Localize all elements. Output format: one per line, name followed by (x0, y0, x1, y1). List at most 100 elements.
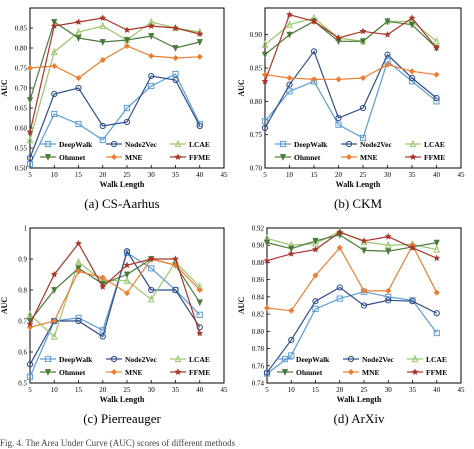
legend-label: MNE (125, 153, 143, 162)
x-axis-title: Walk Length (100, 180, 145, 189)
x-tick-label: 20 (335, 171, 343, 179)
legend-item-mne: MNE (106, 153, 143, 162)
legend-marker-node2vec (110, 355, 118, 363)
chart-panel-arxiv: 5 10 15 20 25 30 35 40 45 0.74 0.76 0.78 0.80 0.82 0.8… (237, 225, 465, 427)
legend-label: Node2Vec (125, 355, 157, 364)
legend-label: FFME (189, 368, 210, 377)
data-point-mne (335, 76, 342, 83)
x-tick-label: 25 (360, 171, 368, 179)
legend: DeepWalk Node2Vec LCAE Ohmnet MNE FFME (275, 139, 445, 162)
data-point-ohmnet (263, 239, 271, 247)
data-point-ohmnet (385, 248, 392, 256)
legend-marker-mne (110, 368, 118, 376)
data-point-lcae (433, 37, 440, 45)
data-point-lcae (99, 21, 107, 30)
data-point-ohmnet (384, 18, 391, 26)
data-point-deepwalk (99, 327, 106, 334)
legend: DeepWalk Node2Vec LCAE Ohmnet MNE FFME (277, 354, 447, 377)
data-point-node2vec (99, 122, 106, 130)
data-point-node2vec (288, 336, 295, 344)
y-tick-label: 0.85 (15, 25, 28, 33)
series-mne (261, 61, 440, 83)
data-point-mne (384, 61, 391, 68)
legend-marker-deepwalk (44, 355, 52, 363)
data-point-node2vec (286, 81, 293, 88)
data-point-ffme (311, 245, 320, 253)
data-point-mne (310, 76, 318, 83)
data-point-ffme (336, 228, 344, 236)
series-node2vec (26, 72, 203, 162)
data-point-ohmnet (408, 21, 416, 29)
data-point-node2vec (335, 114, 342, 122)
x-tick-label: 15 (311, 171, 319, 179)
legend-marker-ohmnet (44, 369, 52, 376)
data-point-node2vec (148, 286, 155, 294)
legend-marker-lcae (411, 354, 419, 363)
legend-item-lcae: LCAE (405, 139, 445, 149)
data-point-mne (312, 272, 319, 279)
data-point-node2vec (359, 104, 367, 112)
y-tick-label: 0.84 (252, 293, 265, 301)
legend-marker-lcae (174, 139, 182, 148)
data-point-node2vec (360, 302, 368, 309)
y-tick-label: 0.86 (252, 276, 265, 284)
data-point-ohmnet (433, 239, 440, 247)
legend-marker-ffme (409, 153, 417, 161)
data-point-node2vec (196, 122, 203, 130)
data-point-deepwalk (123, 104, 131, 112)
data-point-mne (196, 286, 203, 294)
y-tick-label: 0.74 (252, 380, 265, 388)
y-tick-label: 0.82 (252, 311, 265, 319)
data-point-ffme (171, 24, 180, 32)
data-point-ffme (432, 44, 441, 52)
x-tick-label: 25 (124, 386, 132, 394)
y-tick-label: 0.8 (18, 287, 27, 295)
legend-marker-lcae (174, 354, 182, 363)
x-tick-label: 40 (196, 171, 204, 179)
legend-marker-deepwalk (281, 355, 289, 363)
legend-label: Ohmnet (296, 368, 323, 377)
data-point-deepwalk (433, 98, 440, 105)
legend-item-lcae: LCAE (170, 139, 210, 149)
data-point-lcae (75, 27, 82, 36)
x-tick-label: 35 (409, 171, 417, 179)
data-point-mne (172, 54, 179, 62)
data-point-ohmnet (26, 97, 34, 104)
data-point-node2vec (336, 284, 343, 291)
data-point-lcae (26, 310, 34, 318)
y-tick-label: 0.88 (252, 259, 265, 267)
panel-caption: (b) CKM (334, 196, 382, 211)
chart-panel-ckm: 5 10 15 20 25 30 35 40 45 0.70 0.75 0.80 0.85 0.90 AUC… (237, 7, 465, 211)
y-tick-label: 0.55 (15, 145, 28, 153)
data-point-ffme (50, 270, 58, 278)
data-point-lcae (261, 40, 269, 48)
axes: 5 10 15 20 25 30 35 40 45 0.50 0.55 0.60 0.65 0.70 0.7… (0, 7, 228, 189)
data-point-deepwalk (385, 293, 392, 300)
x-tick-label: 5 (265, 386, 269, 394)
data-point-deepwalk (172, 70, 179, 78)
data-point-node2vec (408, 74, 416, 82)
legend-label: MNE (362, 368, 380, 377)
data-point-node2vec (433, 310, 440, 317)
data-point-mne (75, 74, 82, 82)
data-point-ffme (359, 27, 367, 35)
x-tick-label: 30 (148, 171, 156, 179)
series-line-ohmnet (29, 21, 200, 101)
data-point-deepwalk (26, 373, 34, 380)
figure-footer-text: Fig. 4. The Area Under Curve (AUC) score… (0, 438, 236, 448)
data-point-deepwalk (148, 82, 155, 90)
x-tick-label: 40 (433, 386, 441, 394)
data-point-ffme (123, 26, 131, 34)
data-point-ffme (50, 22, 58, 30)
y-tick-label: 0.80 (252, 328, 265, 336)
data-point-mne (196, 53, 203, 60)
series-mne (26, 42, 203, 82)
legend-label: LCAE (189, 355, 210, 364)
data-point-ohmnet (312, 238, 319, 245)
series-line-mne (266, 243, 438, 312)
data-point-deepwalk (336, 295, 343, 302)
legend-marker-node2vec (347, 355, 355, 363)
data-point-deepwalk (312, 305, 319, 313)
data-point-mne (99, 274, 106, 281)
data-point-node2vec (409, 298, 416, 305)
